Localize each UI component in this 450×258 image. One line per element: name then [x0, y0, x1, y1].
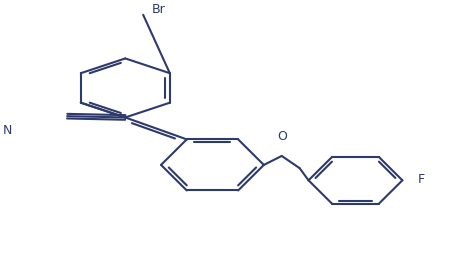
Text: F: F — [418, 173, 425, 186]
Text: Br: Br — [152, 3, 166, 16]
Text: N: N — [3, 124, 12, 137]
Text: O: O — [277, 130, 287, 143]
